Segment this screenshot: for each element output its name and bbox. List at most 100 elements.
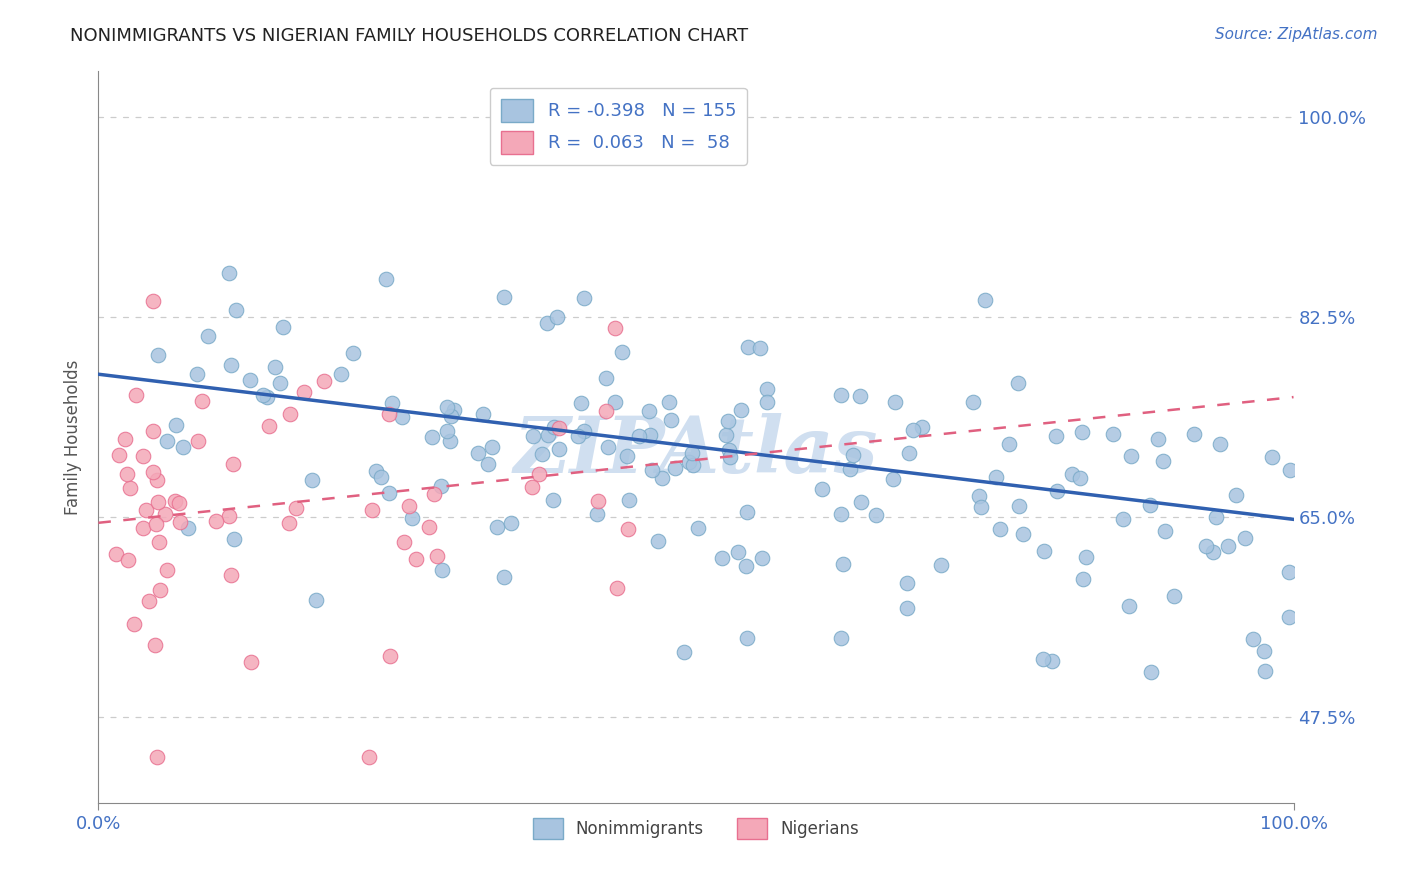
Point <box>357 750 380 764</box>
Point <box>688 521 710 535</box>
Point <box>1040 654 1063 668</box>
Point <box>1209 436 1232 450</box>
Point <box>278 407 301 421</box>
Point <box>165 494 187 508</box>
Point <box>658 394 681 409</box>
Point <box>263 359 285 374</box>
Point <box>547 421 569 435</box>
Point <box>1139 665 1161 679</box>
Point <box>595 371 617 385</box>
Point <box>225 302 247 317</box>
Point <box>735 632 758 646</box>
Point <box>370 470 392 484</box>
Legend: Nonimmigrants, Nigerians: Nonimmigrants, Nigerians <box>526 811 866 846</box>
Point <box>1121 449 1143 463</box>
Point <box>256 390 278 404</box>
Point <box>1153 524 1175 538</box>
Point <box>638 427 661 442</box>
Point <box>172 440 194 454</box>
Point <box>301 474 323 488</box>
Point <box>737 340 759 354</box>
Point <box>219 359 242 373</box>
Point <box>269 376 291 391</box>
Point <box>1071 425 1094 440</box>
Point <box>543 493 565 508</box>
Point <box>681 446 703 460</box>
Point <box>637 403 659 417</box>
Point <box>756 394 779 409</box>
Point <box>259 418 281 433</box>
Point <box>596 440 619 454</box>
Point <box>717 414 740 428</box>
Point <box>443 403 465 417</box>
Point <box>1011 527 1033 541</box>
Point <box>755 382 778 396</box>
Point <box>148 535 170 549</box>
Point <box>499 516 522 531</box>
Point <box>374 272 396 286</box>
Point <box>146 750 169 764</box>
Point <box>1139 498 1161 512</box>
Point <box>141 294 163 309</box>
Point <box>1195 539 1218 553</box>
Point <box>659 413 682 427</box>
Point <box>882 473 904 487</box>
Point <box>1008 499 1031 513</box>
Point <box>401 510 423 524</box>
Point <box>678 455 700 469</box>
Point <box>718 450 741 464</box>
Point <box>360 502 382 516</box>
Point <box>849 495 872 509</box>
Point <box>124 388 146 402</box>
Point <box>1118 599 1140 614</box>
Point <box>1007 376 1029 390</box>
Point <box>911 420 934 434</box>
Point <box>377 407 399 421</box>
Point <box>477 457 499 471</box>
Point <box>145 638 167 652</box>
Point <box>405 552 427 566</box>
Point <box>436 424 458 438</box>
Point <box>1032 652 1054 666</box>
Point <box>711 551 734 566</box>
Point <box>714 428 737 442</box>
Point <box>548 442 571 456</box>
Point <box>664 461 686 475</box>
Point <box>186 367 208 381</box>
Point <box>432 563 454 577</box>
Point <box>115 467 138 481</box>
Point <box>104 547 127 561</box>
Point <box>865 508 887 522</box>
Point <box>114 433 136 447</box>
Point <box>420 430 443 444</box>
Point <box>197 328 219 343</box>
Point <box>239 373 262 387</box>
Point <box>117 553 139 567</box>
Point <box>146 348 169 362</box>
Point <box>1277 565 1299 579</box>
Point <box>165 418 187 433</box>
Point <box>155 508 177 522</box>
Point <box>1205 509 1227 524</box>
Point <box>974 293 997 307</box>
Point <box>239 655 262 669</box>
Point <box>617 522 640 536</box>
Point <box>1076 549 1098 564</box>
Point <box>146 473 169 487</box>
Point <box>124 616 146 631</box>
Point <box>1073 572 1095 586</box>
Point <box>187 434 209 449</box>
Point <box>672 645 695 659</box>
Point <box>314 374 336 388</box>
Point <box>218 509 240 524</box>
Point <box>156 434 179 449</box>
Point <box>588 494 610 508</box>
Point <box>145 516 167 531</box>
Point <box>1112 512 1135 526</box>
Point <box>167 496 190 510</box>
Point <box>1261 450 1284 465</box>
Point <box>118 481 141 495</box>
Point <box>830 632 852 646</box>
Point <box>219 568 242 582</box>
Point <box>398 500 420 514</box>
